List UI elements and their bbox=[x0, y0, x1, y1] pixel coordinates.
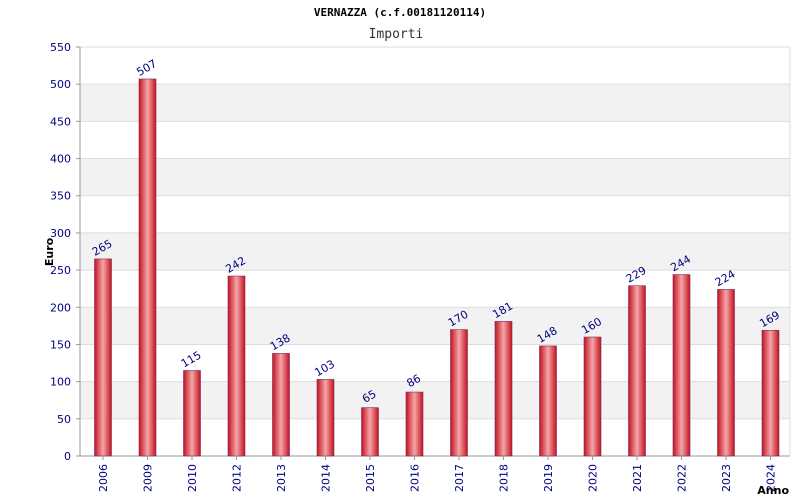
y-tick-label: 100 bbox=[50, 376, 71, 389]
x-tick-label: 2009 bbox=[142, 464, 155, 492]
bar bbox=[628, 285, 646, 457]
y-tick-label: 300 bbox=[50, 227, 71, 240]
x-tick-label: 2024 bbox=[765, 464, 778, 492]
x-tick-label: 2006 bbox=[97, 464, 110, 492]
x-tick-label: 2015 bbox=[364, 464, 377, 492]
x-tick-label: 2016 bbox=[409, 464, 422, 492]
bar bbox=[272, 353, 290, 457]
bar bbox=[138, 78, 157, 457]
y-tick-label: 350 bbox=[50, 190, 71, 203]
grid-band bbox=[80, 84, 790, 122]
bar bbox=[183, 370, 201, 457]
gridlines bbox=[80, 46, 790, 420]
y-tick-label: 150 bbox=[50, 338, 71, 351]
bar bbox=[672, 274, 691, 457]
x-axis-label: Anno bbox=[757, 484, 789, 497]
chart-title: VERNAZZA (c.f.00181120114) bbox=[314, 6, 486, 19]
data-label: 86 bbox=[404, 372, 423, 390]
y-tick-label: 550 bbox=[50, 41, 71, 54]
bar bbox=[717, 289, 735, 457]
grid-band bbox=[80, 158, 790, 196]
data-label: 103 bbox=[312, 357, 337, 379]
y-tick-labels: 0 50 100 150 200 250 300 350 400 450 500 550 bbox=[50, 41, 80, 463]
data-label: 115 bbox=[179, 349, 204, 371]
data-label: 507 bbox=[134, 57, 159, 79]
bar bbox=[361, 407, 379, 457]
bar bbox=[583, 336, 602, 457]
grid-band bbox=[80, 232, 790, 271]
y-tick-label: 450 bbox=[50, 115, 71, 128]
bars bbox=[94, 78, 780, 457]
x-tick-label: 2022 bbox=[676, 464, 689, 492]
x-tick-label: 2014 bbox=[320, 464, 333, 492]
x-tick-label: 2012 bbox=[231, 464, 244, 492]
data-label: 65 bbox=[360, 388, 379, 406]
x-tick-label: 2017 bbox=[453, 464, 466, 492]
x-tick-labels: 2006 2009 2010 2012 2013 2014 2015 2016 2017 2018… bbox=[97, 456, 778, 492]
grid-band bbox=[80, 307, 790, 345]
y-tick-label: 50 bbox=[57, 413, 71, 426]
bar bbox=[227, 275, 246, 457]
y-tick-label: 500 bbox=[50, 78, 71, 91]
chart-subtitle: Importi bbox=[369, 27, 424, 42]
bar bbox=[539, 345, 557, 457]
x-tick-label: 2020 bbox=[587, 464, 600, 492]
x-tick-label: 2010 bbox=[186, 464, 199, 492]
x-tick-label: 2018 bbox=[498, 464, 511, 492]
bar bbox=[450, 329, 468, 457]
bar bbox=[405, 391, 424, 457]
data-label: 224 bbox=[713, 268, 738, 290]
x-tick-label: 2019 bbox=[542, 464, 555, 492]
y-tick-label: 200 bbox=[50, 301, 71, 314]
y-axis-label: Euro bbox=[43, 237, 56, 266]
bar bbox=[316, 379, 335, 457]
bar bbox=[94, 258, 112, 457]
bar bbox=[494, 321, 513, 457]
x-tick-label: 2021 bbox=[631, 464, 644, 492]
y-tick-label: 0 bbox=[64, 450, 71, 463]
x-tick-label: 2023 bbox=[720, 464, 733, 492]
x-tick-label: 2013 bbox=[275, 464, 288, 492]
y-tick-label: 400 bbox=[50, 153, 71, 166]
bar bbox=[761, 330, 780, 457]
plot-bands bbox=[80, 84, 790, 419]
y-tick-label: 250 bbox=[50, 264, 71, 277]
